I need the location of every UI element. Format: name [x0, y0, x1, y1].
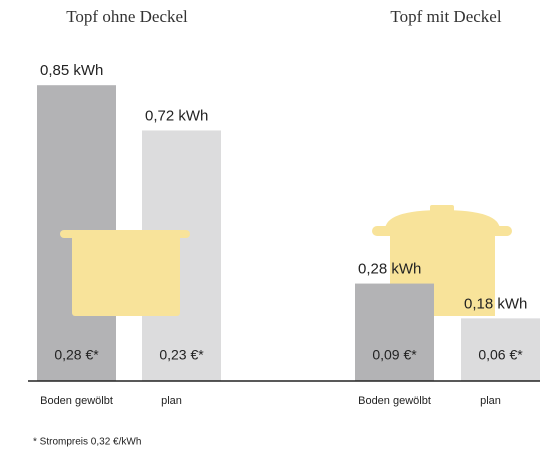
group-title: Topf ohne Deckel [66, 7, 188, 26]
value-label: 0,72 kWh [145, 107, 208, 124]
x-tick-label: Boden gewölbt [358, 395, 431, 407]
cost-label: 0,06 €* [478, 347, 523, 363]
cost-label: 0,23 €* [159, 347, 204, 363]
footnote: * Strompreis 0,32 €/kWh [33, 437, 141, 448]
value-label: 0,85 kWh [40, 62, 103, 79]
value-label: 0,18 kWh [464, 295, 527, 312]
x-tick-label: plan [161, 395, 182, 407]
cost-label: 0,28 €* [54, 347, 99, 363]
bar [355, 284, 434, 381]
pot-without-lid [60, 230, 190, 316]
cost-label: 0,09 €* [372, 347, 417, 363]
x-tick-label: plan [480, 395, 501, 407]
value-label: 0,28 kWh [358, 261, 421, 278]
group-title: Topf mit Deckel [390, 7, 501, 26]
x-tick-label: Boden gewölbt [40, 395, 113, 407]
chart: Topf ohne Deckel Topf mit Deckel 0,85 kW… [0, 0, 540, 457]
